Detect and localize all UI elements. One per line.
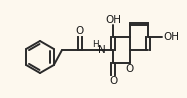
Text: O: O: [126, 64, 134, 74]
Text: O: O: [76, 26, 84, 36]
Text: O: O: [109, 76, 117, 86]
Text: H: H: [92, 40, 98, 49]
Text: OH: OH: [164, 32, 180, 42]
Text: OH: OH: [105, 15, 121, 25]
Text: N: N: [98, 45, 106, 55]
